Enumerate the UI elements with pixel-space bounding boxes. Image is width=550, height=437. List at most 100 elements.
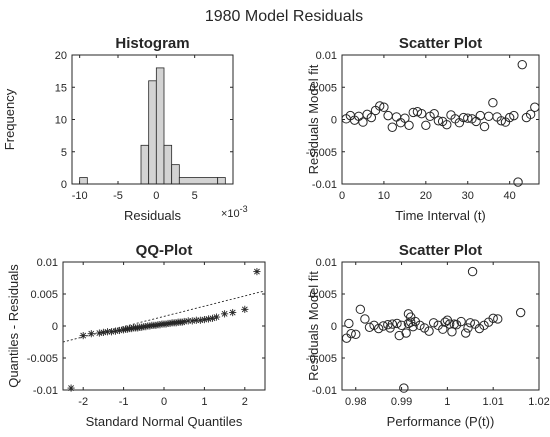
x-tick-label: -5 xyxy=(113,190,123,202)
qq-point-stroke xyxy=(112,328,119,335)
scatter-point xyxy=(383,110,393,121)
x-tick-label: 20 xyxy=(420,190,432,202)
qq-point xyxy=(107,328,116,336)
scatter-point xyxy=(351,329,361,340)
scatter-point xyxy=(509,110,519,121)
scatter-point xyxy=(421,120,431,131)
y-tick-label: 0.005 xyxy=(309,82,337,94)
scatter-point xyxy=(463,113,473,123)
x-tick-label: 1.02 xyxy=(528,396,549,408)
scatter-point xyxy=(406,312,416,322)
x-tick-label: 40 xyxy=(504,190,516,202)
scatter-point xyxy=(346,328,356,339)
x-tick-label: -2 xyxy=(78,396,88,408)
x-tick-label: 5 xyxy=(192,190,198,202)
qq-point-stroke xyxy=(100,329,107,336)
qq-point-stroke xyxy=(209,315,216,322)
scatter-point xyxy=(355,304,366,315)
scatter-point xyxy=(530,102,540,112)
scatter-point xyxy=(467,266,478,277)
y-tick-label: -0.01 xyxy=(312,179,337,191)
qq-point xyxy=(87,330,95,338)
scatter-point xyxy=(375,101,385,111)
marks-scatter-performance xyxy=(341,266,526,393)
qq-point-stroke xyxy=(221,310,228,317)
panel-title: Scatter Plot xyxy=(399,242,482,259)
y-axis-label: Residuals Model fit xyxy=(306,271,321,381)
marks-histogram xyxy=(79,67,226,185)
y-tick-label: -0.01 xyxy=(33,385,58,397)
histogram-bar xyxy=(217,177,226,185)
y-tick-label: 20 xyxy=(55,50,67,62)
scatter-point xyxy=(364,322,375,332)
scatter-point xyxy=(392,318,402,329)
y-tick-label: 10 xyxy=(55,115,67,127)
qq-point-stroke xyxy=(96,330,103,336)
plot-frame xyxy=(62,261,266,391)
scatter-point xyxy=(366,112,377,123)
panel-scatter-performance: 0.98 0.99 1 1.01 1.02 -0.01 -0.005 0 0.005 0.01 Sc… xyxy=(306,242,550,429)
x-axis-label: Standard Normal Quantiles xyxy=(86,414,243,429)
scatter-point xyxy=(515,307,526,318)
scatter-point xyxy=(475,110,486,121)
qq-point xyxy=(253,268,261,276)
x-tick-label: 1 xyxy=(444,396,450,408)
scatter-point xyxy=(379,102,389,112)
panel-qqplot: -2 -1 0 1 2 -0.01 -0.005 0 0.005 0.01 QQ-Plot Stand… xyxy=(6,242,266,429)
scatter-point xyxy=(488,98,498,108)
scatter-point xyxy=(373,323,384,334)
y-axis-label: Frequency xyxy=(2,88,17,150)
qq-point-stroke xyxy=(88,330,95,337)
histogram-bar xyxy=(140,144,150,185)
y-axis-label: Residuals Model fit xyxy=(306,64,321,174)
scatter-point xyxy=(479,121,490,132)
scatter-point xyxy=(358,117,368,127)
panel-scatter-time: 0 10 20 30 40 -0.01 -0.005 0 0.005 0.01 Scatter Pl… xyxy=(306,35,540,223)
qq-point xyxy=(241,305,249,313)
panel-title: Scatter Plot xyxy=(399,35,482,52)
scatter-point xyxy=(415,320,425,331)
scatter-point xyxy=(406,317,416,327)
scatter-point xyxy=(433,116,444,126)
scatter-point xyxy=(460,328,471,338)
scatter-point xyxy=(394,330,404,341)
scatter-point xyxy=(442,119,452,130)
scatter-point xyxy=(493,314,503,324)
qq-point-stroke xyxy=(181,318,188,325)
x-tick-label: 1 xyxy=(201,396,207,408)
y-tick-label: 0.01 xyxy=(316,50,337,62)
scatter-point xyxy=(440,317,450,327)
scatter-point xyxy=(463,323,473,333)
scatter-point xyxy=(429,108,439,119)
x-axis-label: Residuals xyxy=(124,208,182,223)
scatter-point xyxy=(401,328,411,338)
qq-point xyxy=(208,314,217,322)
qq-point-stroke xyxy=(116,327,123,334)
scatter-point xyxy=(387,319,398,329)
y-tick-label: 0.005 xyxy=(309,289,337,301)
qq-point-stroke xyxy=(80,332,87,339)
x-tick-label: 2 xyxy=(242,396,248,408)
histogram-bar xyxy=(155,67,165,185)
marks-scatter-time xyxy=(341,59,540,187)
scatter-point xyxy=(496,116,506,126)
marks-qqplot xyxy=(62,268,266,392)
scatter-point xyxy=(428,318,439,328)
x-tick-label: 0 xyxy=(161,396,167,408)
scatter-point xyxy=(378,321,388,331)
y-tick-label: 0 xyxy=(331,321,337,333)
scatter-point xyxy=(424,326,434,336)
panel-title: QQ-Plot xyxy=(136,242,193,259)
histogram-bar xyxy=(171,164,180,185)
x-tick-label: 30 xyxy=(462,190,474,202)
x-axis-label: Performance (P(t)) xyxy=(387,414,495,429)
qq-point-stroke xyxy=(189,317,196,324)
scatter-point xyxy=(504,112,515,123)
histogram-bar xyxy=(148,80,157,185)
scatter-point xyxy=(391,112,402,122)
y-tick-label: 0 xyxy=(61,179,67,191)
qq-point xyxy=(67,384,75,392)
y-tick-label: 5 xyxy=(61,147,67,159)
scatter-point xyxy=(416,108,427,119)
